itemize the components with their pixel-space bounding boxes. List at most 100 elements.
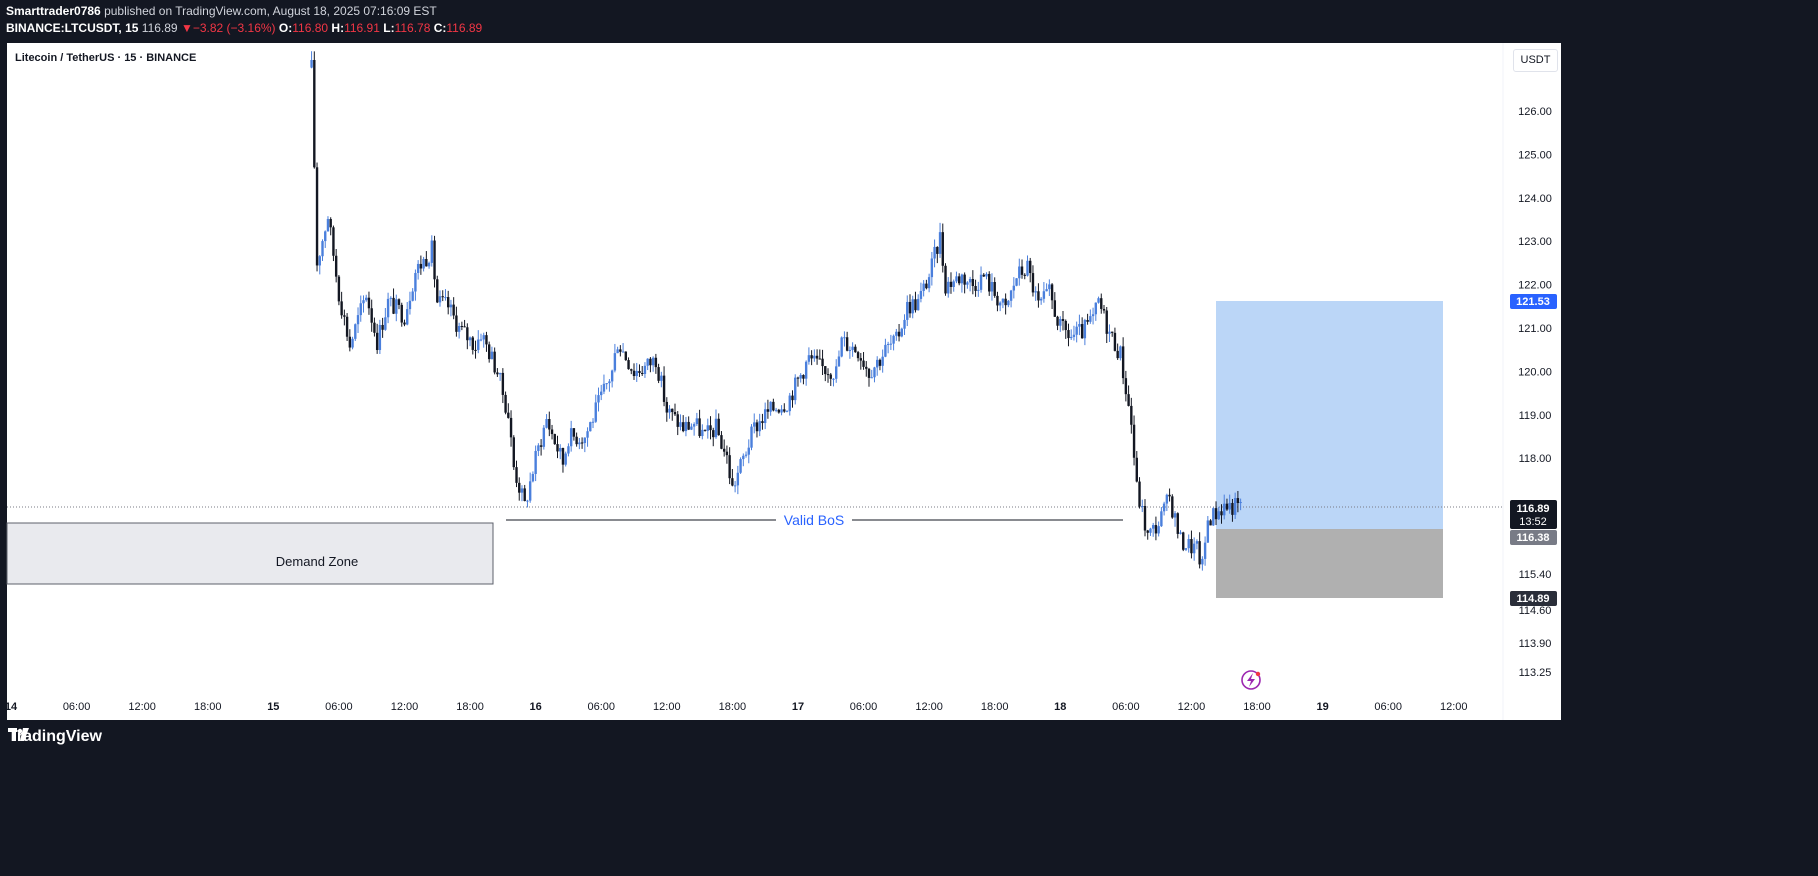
candle-body bbox=[701, 429, 704, 437]
price-tick-label: 125.00 bbox=[1518, 149, 1552, 161]
candle-body bbox=[605, 383, 608, 385]
time-tick-label: 06:00 bbox=[587, 701, 615, 713]
lightning-icon[interactable] bbox=[1241, 670, 1261, 690]
candle-body bbox=[1023, 274, 1026, 276]
time-tick-label: 18:00 bbox=[194, 701, 222, 713]
tradingview-logo[interactable]: TradingView bbox=[8, 728, 102, 746]
candle-body bbox=[479, 339, 483, 341]
candle-body bbox=[1078, 324, 1081, 327]
time-tick-label: 12:00 bbox=[1440, 701, 1468, 713]
candle-body bbox=[1179, 532, 1182, 534]
candle-body bbox=[862, 360, 865, 367]
candle-body bbox=[679, 422, 682, 427]
candle-body bbox=[684, 421, 688, 432]
time-tick-label: 18:00 bbox=[1243, 701, 1271, 713]
candle-body bbox=[518, 482, 521, 493]
candle-body bbox=[824, 366, 827, 375]
candle-body bbox=[687, 421, 690, 430]
chart-svg[interactable]: Demand Zone Valid BoS 126.00 125.00 124.00… bbox=[0, 0, 1568, 720]
candle-body bbox=[1168, 494, 1171, 497]
candle-body bbox=[375, 332, 379, 351]
candle-body bbox=[791, 395, 794, 401]
author-name[interactable]: Smarttrader0786 bbox=[6, 4, 101, 18]
candle-body bbox=[802, 375, 805, 379]
candle-body bbox=[586, 431, 589, 438]
candle-body bbox=[783, 409, 786, 412]
candle-body bbox=[1105, 310, 1108, 334]
demand-zone-rect[interactable] bbox=[6, 522, 494, 585]
open-label: O: bbox=[278, 21, 293, 35]
candle-body bbox=[1220, 511, 1223, 516]
candle-body bbox=[367, 297, 371, 309]
symbol-label: BINANCE:LTCUSDT, 15 bbox=[6, 21, 139, 35]
countdown-tag: 13:52 bbox=[1519, 516, 1547, 528]
candle-body bbox=[1086, 319, 1089, 322]
candle-body bbox=[1072, 334, 1076, 337]
close-value: 116.89 bbox=[446, 21, 483, 35]
high-label: H: bbox=[331, 21, 345, 35]
entry-price-tag-bg bbox=[1510, 530, 1557, 545]
candle-body bbox=[427, 262, 431, 267]
candle-body bbox=[804, 361, 808, 379]
time-tick-label: 06:00 bbox=[850, 701, 878, 713]
candle-body bbox=[1209, 520, 1212, 526]
candle-body bbox=[441, 296, 444, 298]
candles-layer bbox=[310, 51, 1242, 571]
candle-body bbox=[794, 377, 797, 401]
candle-body bbox=[589, 422, 592, 432]
candle-body bbox=[455, 315, 458, 332]
price-tick-label: 113.90 bbox=[1519, 638, 1552, 650]
target-zone-rect[interactable] bbox=[1216, 301, 1443, 529]
candle-body bbox=[1198, 541, 1201, 565]
candle-body bbox=[922, 283, 925, 291]
candle-body bbox=[548, 419, 551, 430]
open-value: 116.80 bbox=[292, 21, 329, 35]
candle-body bbox=[447, 297, 450, 308]
target-price-tag-bg bbox=[1510, 294, 1557, 309]
candle-body bbox=[583, 437, 587, 444]
candle-body bbox=[528, 481, 532, 501]
candle-body bbox=[966, 282, 969, 285]
candle-body bbox=[895, 331, 898, 336]
candle-body bbox=[1162, 503, 1166, 512]
candle-body bbox=[742, 455, 745, 460]
candle-body bbox=[731, 478, 734, 486]
candle-body bbox=[340, 301, 343, 316]
candle-body bbox=[1214, 508, 1218, 520]
candle-body bbox=[1064, 320, 1067, 331]
candle-body bbox=[1037, 291, 1040, 301]
candle-body bbox=[1149, 528, 1152, 533]
candle-body bbox=[438, 296, 442, 303]
candle-body bbox=[1015, 278, 1018, 286]
currency-badge[interactable]: USDT bbox=[1513, 49, 1558, 72]
candle-body bbox=[914, 299, 917, 311]
price-axis[interactable]: 126.00 125.00 124.00 123.00 122.00 121.00 120.… bbox=[1518, 106, 1552, 679]
candle-body bbox=[993, 282, 996, 296]
candle-body bbox=[1020, 266, 1024, 275]
close-label: C: bbox=[433, 21, 447, 35]
candle-body bbox=[979, 274, 983, 290]
candle-body bbox=[422, 258, 425, 269]
candle-body bbox=[474, 349, 477, 351]
candle-body bbox=[826, 374, 830, 376]
time-axis[interactable]: 14 06:00 12:00 18:00 15 06:00 12:00 18:00 16 06:0… bbox=[5, 701, 1468, 713]
candle-body bbox=[384, 317, 387, 330]
candle-body bbox=[867, 368, 871, 378]
time-tick-label: 15 bbox=[267, 701, 279, 713]
candle-body bbox=[985, 273, 988, 277]
candle-body bbox=[436, 279, 439, 303]
candle-body bbox=[796, 377, 800, 379]
candle-body bbox=[1212, 508, 1215, 526]
candle-body bbox=[1004, 298, 1007, 306]
candle-body bbox=[1026, 260, 1029, 276]
candle-body bbox=[501, 372, 505, 395]
candle-body bbox=[1018, 266, 1021, 279]
candle-body bbox=[1116, 350, 1119, 359]
price-tick-label: 123.00 bbox=[1518, 236, 1552, 248]
candle-body bbox=[1228, 502, 1231, 510]
candle-body bbox=[673, 412, 677, 415]
candle-body bbox=[990, 282, 994, 292]
candle-body bbox=[641, 372, 644, 374]
stop-zone-rect[interactable] bbox=[1216, 529, 1443, 598]
candle-body bbox=[665, 401, 668, 413]
